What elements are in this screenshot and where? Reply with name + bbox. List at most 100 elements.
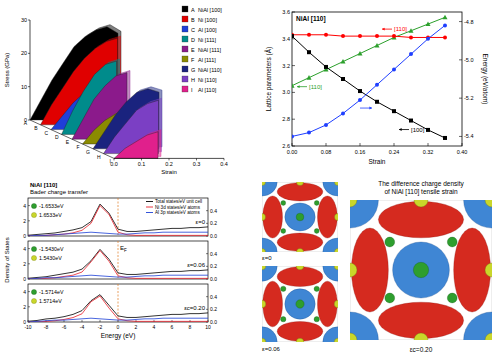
marker bbox=[358, 34, 362, 38]
y2-tick-label: 0.0 bbox=[210, 233, 217, 239]
y2-tick bbox=[459, 98, 462, 99]
marker bbox=[409, 28, 414, 33]
image-label: ε=0.06 bbox=[262, 346, 281, 352]
marker bbox=[443, 15, 448, 20]
y-tick-label: 2.8 bbox=[282, 116, 290, 122]
y-tick bbox=[292, 12, 295, 13]
x-tick-label: 2 bbox=[135, 324, 138, 330]
atom bbox=[485, 263, 492, 277]
depth-axis bbox=[30, 120, 114, 158]
legend-letter: B bbox=[191, 17, 195, 23]
y-tick bbox=[292, 146, 295, 147]
y2-tick-label: 0.2 bbox=[210, 306, 217, 312]
x-axis-label: Strain bbox=[161, 169, 177, 175]
atom bbox=[281, 317, 286, 322]
legend-label: Al [110] bbox=[198, 87, 217, 93]
legend-swatch bbox=[182, 56, 188, 62]
atom-al bbox=[31, 298, 36, 303]
y-tick bbox=[292, 65, 295, 66]
density-lobe-blue bbox=[262, 182, 277, 196]
atom bbox=[314, 286, 319, 291]
atom bbox=[296, 213, 304, 221]
density-lobe-blue bbox=[323, 266, 338, 281]
dos-line bbox=[28, 295, 208, 322]
y2-tick-label: 0.0 bbox=[210, 276, 217, 282]
marker bbox=[409, 119, 413, 123]
y2-tick-label: -5.0 bbox=[464, 57, 473, 63]
legend-label: NiAl [110] bbox=[198, 67, 222, 73]
x-tick bbox=[169, 158, 170, 160]
marker bbox=[375, 34, 379, 38]
y-tick-label: 10 bbox=[21, 84, 27, 90]
plot-stress bbox=[30, 25, 162, 159]
marker bbox=[443, 23, 447, 27]
density-lobe-blue bbox=[393, 242, 450, 298]
y2-tick-label: -5.4 bbox=[464, 133, 473, 139]
x-tick-label: 0.24 bbox=[389, 149, 400, 155]
y-axis-label: Stress (GPa) bbox=[4, 53, 10, 88]
marker bbox=[324, 33, 328, 37]
x-tick-label: 0 bbox=[117, 324, 120, 330]
series-label: [100] bbox=[411, 127, 425, 133]
y2-tick-label: 0.0 bbox=[210, 319, 217, 325]
marker bbox=[375, 83, 379, 87]
atom bbox=[296, 300, 304, 308]
marker bbox=[375, 43, 380, 48]
density-lobe-blue bbox=[323, 238, 338, 252]
density-lobe-blue bbox=[285, 203, 315, 231]
y-tick bbox=[28, 291, 30, 292]
arrow-head bbox=[382, 28, 385, 31]
y2-tick bbox=[206, 309, 208, 310]
atom bbox=[262, 214, 266, 221]
y-tick bbox=[28, 220, 30, 221]
caption: of NiAl [110] tensile strain bbox=[384, 188, 458, 196]
arrow-head bbox=[399, 128, 402, 131]
marker bbox=[292, 83, 295, 88]
marker bbox=[292, 34, 294, 38]
marker bbox=[409, 52, 413, 56]
strain-label: εc=0.20 bbox=[184, 305, 206, 311]
y-tick-label: 0 bbox=[24, 117, 27, 123]
x-tick-label: 6 bbox=[171, 324, 174, 330]
y-tick bbox=[28, 20, 30, 21]
atom bbox=[334, 300, 338, 308]
series-letter: G bbox=[86, 149, 90, 155]
x-tick-label: 0.1 bbox=[138, 161, 146, 167]
arrow bbox=[382, 29, 392, 30]
density-lobe-blue bbox=[262, 238, 277, 252]
atom bbox=[296, 338, 304, 342]
x-tick-label: 0.2 bbox=[165, 161, 173, 167]
x-tick-label: 0.4 bbox=[220, 161, 228, 167]
y-tick-label: 0 bbox=[23, 233, 26, 239]
y-tick-label: 3.4 bbox=[282, 36, 290, 42]
y-tick bbox=[28, 120, 30, 121]
y2-tick-label: -4.8 bbox=[464, 19, 473, 25]
atom bbox=[281, 229, 286, 234]
marker bbox=[341, 111, 345, 115]
atom bbox=[485, 200, 492, 207]
x-tick-label: 0.3 bbox=[193, 161, 201, 167]
x-tick bbox=[394, 143, 395, 146]
atom-ni bbox=[31, 246, 36, 251]
subscript: F bbox=[124, 248, 127, 253]
plot-frame bbox=[292, 12, 462, 146]
subtitle: Bader charge transfer bbox=[30, 189, 88, 195]
density-lobe-blue bbox=[350, 312, 378, 340]
legend-letter: H bbox=[191, 77, 195, 83]
x-tick-label: -6 bbox=[62, 324, 67, 330]
x-tick-label: 0.0 bbox=[110, 161, 118, 167]
marker bbox=[341, 59, 346, 64]
marker bbox=[358, 89, 362, 93]
density-lobe-blue bbox=[262, 266, 277, 281]
y-tick bbox=[28, 205, 30, 206]
title: NiAl [110] bbox=[296, 15, 326, 23]
x-tick-label: 0.00 bbox=[287, 149, 298, 155]
atom bbox=[485, 333, 492, 340]
bader-value: -1.6533eV bbox=[39, 203, 64, 209]
y-tick bbox=[292, 92, 295, 93]
series-line bbox=[292, 17, 445, 85]
x-tick-label: 0.32 bbox=[423, 149, 434, 155]
x-tick-label: -2 bbox=[98, 324, 103, 330]
x-tick-label: 0.16 bbox=[355, 149, 366, 155]
image-frame bbox=[262, 266, 338, 342]
